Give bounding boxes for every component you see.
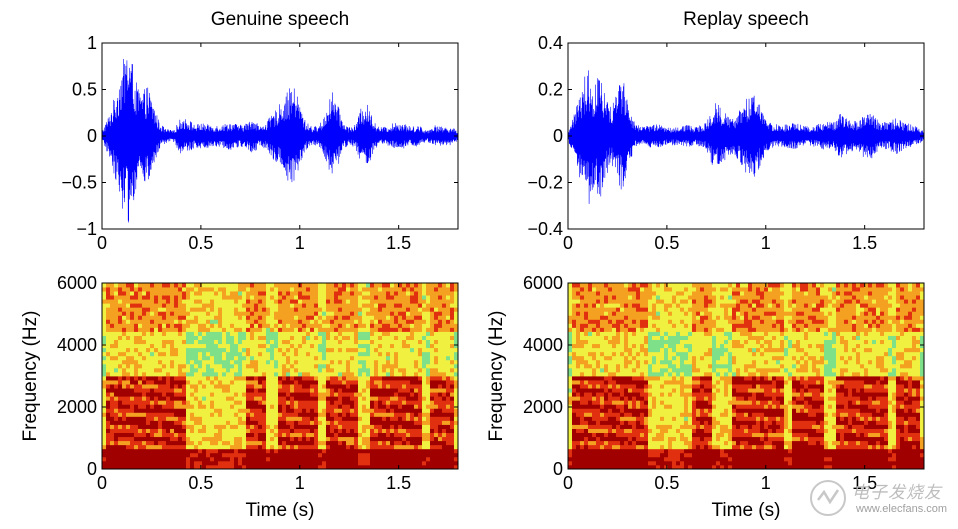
x-axis-label: Time (s)	[246, 500, 315, 521]
chart-title: Replay speech	[683, 9, 809, 30]
x-tick-label: 1	[295, 473, 305, 493]
y-tick-label: 6000	[523, 273, 563, 293]
x-tick-label: 0	[97, 233, 107, 253]
y-tick-label: 2000	[57, 397, 97, 417]
spectrogram-cells	[568, 283, 925, 470]
y-tick-label: 6000	[57, 273, 97, 293]
x-tick-label: 1.5	[386, 233, 411, 253]
x-tick-label: 0	[563, 233, 573, 253]
y-tick-label: 0	[87, 459, 97, 479]
waveform-line	[101, 58, 459, 223]
x-tick-label: 1.5	[386, 473, 411, 493]
y-tick-label: 1	[87, 33, 97, 53]
x-tick-label: 1	[761, 233, 771, 253]
spectrogram-cells	[102, 283, 459, 470]
y-tick-label: 4000	[57, 335, 97, 355]
panel-4: 0 0.5 1 1.5 0 2000 4000 6000 Time (s) Frequency (…	[486, 273, 925, 521]
watermark-logo-icon	[810, 480, 846, 516]
x-tick-label: 0	[97, 473, 107, 493]
watermark: 电子发烧友 www.elecfans.com	[808, 476, 948, 524]
x-tick-label: 1.5	[852, 233, 877, 253]
watermark-cn: 电子发烧友	[852, 483, 942, 502]
y-tick-label: 0	[553, 459, 563, 479]
x-tick-label: 1	[761, 473, 771, 493]
x-tick-label: 0.5	[654, 473, 679, 493]
panel-3: 0 0.5 1 1.5 0 2000 4000 6000 Time (s) Frequency (…	[20, 273, 459, 521]
y-tick-label: 4000	[523, 335, 563, 355]
y-tick-label: 2000	[523, 397, 563, 417]
y-tick-label: −0.4	[527, 219, 563, 239]
watermark-url: www.elecfans.com	[856, 503, 948, 515]
y-tick-label: 0	[553, 126, 563, 146]
axes-box	[101, 282, 459, 470]
waveform-line	[567, 70, 925, 204]
y-tick-label: −0.5	[61, 173, 97, 193]
axes-box	[567, 282, 925, 470]
x-tick-label: 0	[563, 473, 573, 493]
y-tick-label: 0.4	[538, 33, 563, 53]
chart-title: Genuine speech	[211, 9, 349, 30]
y-tick-label: −0.2	[527, 173, 563, 193]
x-tick-label: 1.5	[852, 473, 877, 493]
x-tick-label: 0.5	[188, 473, 213, 493]
y-tick-label: −1	[76, 219, 97, 239]
panel-1: 0 0.5 1 1.5 −1 −0.5 0 0.5 1 Genuine speech	[61, 9, 459, 253]
x-tick-label: 0.5	[654, 233, 679, 253]
y-tick-label: 0	[87, 126, 97, 146]
y-axis-label: Frequency (Hz)	[20, 311, 41, 442]
y-axis-label: Frequency (Hz)	[486, 311, 507, 442]
y-tick-label: 0.2	[538, 80, 563, 100]
x-axis-label: Time (s)	[712, 500, 781, 521]
y-tick-label: 0.5	[72, 80, 97, 100]
x-tick-label: 1	[295, 233, 305, 253]
x-tick-label: 0.5	[188, 233, 213, 253]
panel-2: 0 0.5 1 1.5 −0.4 −0.2 0 0.2 0.4 Replay speech	[527, 9, 925, 253]
